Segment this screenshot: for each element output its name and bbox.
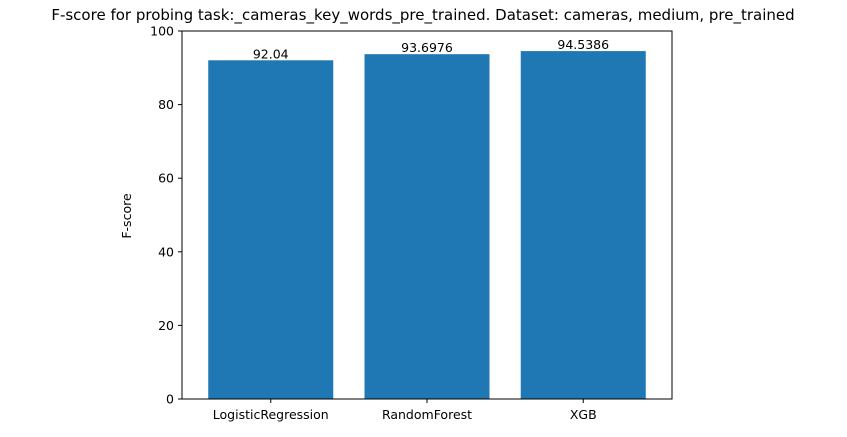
bar-value-label: 93.6976 [401,40,453,55]
bar-value-label: 92.04 [253,46,289,61]
bar [364,54,490,399]
bar-value-label: 94.5386 [557,37,609,52]
x-tick-label: LogisticRegression [213,407,329,422]
plot-frame [181,30,673,400]
bar [520,51,646,399]
bar [208,60,334,400]
y-tick-label: 80 [158,97,174,112]
x-tick-label: XGB [570,407,597,422]
y-axis-label: F-score [119,193,134,239]
y-tick-label: 20 [158,318,174,333]
y-tick-label: 40 [158,244,174,259]
y-tick-label: 100 [150,24,174,39]
plot-area: 92.04 LogisticRegression 93.6976 RandomFore… [150,24,673,422]
chart-title: F-score for probing task:_cameras_key_wo… [51,6,794,25]
x-tick-label: RandomForest [382,407,472,422]
y-tick-label: 0 [166,392,174,407]
y-tick-label: 60 [158,171,174,186]
